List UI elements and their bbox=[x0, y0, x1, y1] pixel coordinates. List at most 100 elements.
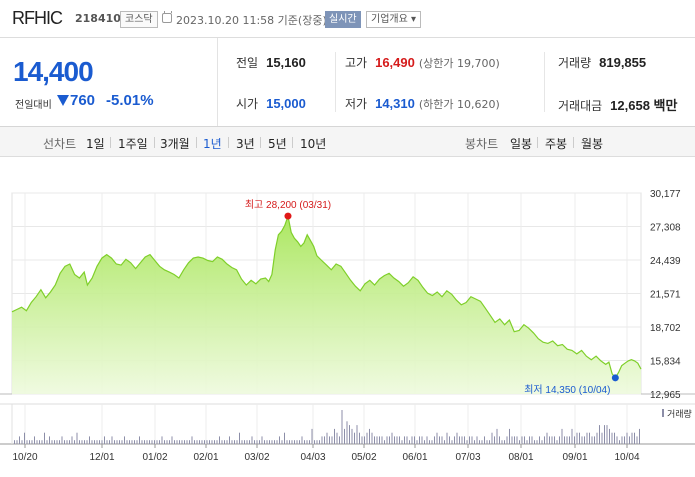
volume-bar bbox=[199, 440, 200, 444]
volume-bar bbox=[21, 440, 23, 444]
volume-bar bbox=[16, 440, 18, 444]
candle-weekly[interactable]: 주봉 bbox=[545, 137, 568, 151]
change-amount: 760 bbox=[70, 92, 96, 109]
volume-bar bbox=[176, 440, 178, 444]
volume-bar bbox=[156, 440, 158, 444]
volume-bar bbox=[514, 436, 515, 444]
x-tick-label: 10/04 bbox=[614, 452, 639, 463]
volume-bar bbox=[621, 436, 623, 444]
volume-bar bbox=[26, 440, 28, 444]
volume-bar bbox=[149, 440, 150, 444]
divider bbox=[196, 137, 197, 148]
prev-close-label: 전일 bbox=[236, 56, 259, 70]
open-price: 시가 15,000 bbox=[236, 95, 306, 112]
volume-bar bbox=[61, 436, 63, 444]
volume-bar bbox=[524, 436, 525, 444]
volume-bar bbox=[289, 440, 290, 444]
volume-bar bbox=[616, 436, 618, 444]
volume-bar bbox=[516, 436, 518, 444]
volume-bar bbox=[104, 436, 105, 444]
volume-bar bbox=[439, 436, 440, 444]
volume-bar bbox=[599, 425, 600, 444]
volume-bar bbox=[301, 436, 303, 444]
volume-bar bbox=[31, 440, 33, 444]
volume-bar bbox=[564, 436, 565, 444]
company-info-dropdown[interactable]: 기업개요 ▾ bbox=[366, 11, 421, 28]
x-tick-label: 03/02 bbox=[244, 452, 269, 463]
period-1w[interactable]: 1주일 bbox=[118, 137, 148, 151]
volume-bar bbox=[146, 440, 148, 444]
volume-bar bbox=[339, 436, 340, 444]
volume-bar bbox=[626, 432, 628, 444]
volume-bar bbox=[589, 432, 590, 444]
volume-bar bbox=[464, 436, 465, 444]
volume-bar bbox=[331, 436, 333, 444]
volume-bar bbox=[64, 440, 65, 444]
volume-bar bbox=[229, 436, 230, 444]
low-annotation: 최저 14,350 (10/04) bbox=[524, 384, 610, 396]
volume-bar bbox=[96, 440, 98, 444]
volume-bar bbox=[54, 440, 55, 444]
volume-bar bbox=[371, 432, 373, 444]
prev-close: 전일 15,160 bbox=[236, 54, 306, 71]
volume-bar bbox=[276, 440, 278, 444]
volume-bar bbox=[466, 440, 468, 444]
volume-bar bbox=[556, 440, 558, 444]
volume-bar bbox=[219, 436, 220, 444]
divider bbox=[292, 137, 293, 148]
volume-bar bbox=[36, 440, 38, 444]
chart-period-toolbar: 선차트 1일 1주일 3개월 1년 3년 5년 10년 봉차트 일봉 주봉 월봉 bbox=[0, 127, 695, 157]
volume-bar bbox=[421, 436, 423, 444]
volume-bar bbox=[364, 436, 365, 444]
candle-daily[interactable]: 일봉 bbox=[510, 137, 533, 151]
volume-bar bbox=[324, 436, 325, 444]
volume-bar bbox=[501, 440, 503, 444]
realtime-badge[interactable]: 실시간 bbox=[325, 11, 361, 28]
volume-bar bbox=[261, 436, 263, 444]
volume-bar bbox=[346, 421, 348, 444]
period-10y[interactable]: 10년 bbox=[300, 137, 327, 151]
divider bbox=[228, 137, 229, 148]
volume-bar bbox=[469, 436, 470, 444]
divider bbox=[573, 137, 574, 148]
volume-bar bbox=[476, 436, 478, 444]
low-price: 저가 14,310 (하한가 10,620) bbox=[345, 95, 500, 112]
volume-bar bbox=[216, 440, 218, 444]
volume-bar bbox=[611, 432, 613, 444]
period-1d[interactable]: 1일 bbox=[86, 137, 105, 151]
volume-bar bbox=[344, 428, 345, 444]
volume-bar bbox=[209, 440, 210, 444]
volume-bar bbox=[604, 425, 605, 444]
volume-bar bbox=[319, 440, 320, 444]
volume-bar bbox=[204, 440, 205, 444]
change-label: 전일대비 bbox=[15, 100, 52, 111]
volume-bar bbox=[351, 428, 353, 444]
candle-monthly[interactable]: 월봉 bbox=[581, 137, 604, 151]
volume-bar bbox=[341, 410, 343, 444]
volume-bar bbox=[474, 440, 475, 444]
high-annotation: 최고 28,200 (03/31) bbox=[245, 199, 331, 211]
volume-bar bbox=[74, 440, 75, 444]
volume-bar bbox=[221, 440, 223, 444]
period-3m[interactable]: 3개월 bbox=[160, 137, 190, 151]
period-3y[interactable]: 3년 bbox=[236, 137, 255, 151]
annotations: 최고 28,200 (03/31) 최저 14,350 (10/04) 거래량 bbox=[245, 199, 692, 419]
volume-bar bbox=[71, 436, 73, 444]
volume-bar bbox=[391, 432, 393, 444]
period-1y[interactable]: 1년 bbox=[203, 137, 222, 151]
volume-bar bbox=[559, 436, 560, 444]
volume-bar bbox=[274, 440, 275, 444]
volume-bar bbox=[311, 428, 313, 444]
down-triangle-icon bbox=[57, 95, 69, 106]
period-5y[interactable]: 5년 bbox=[268, 137, 287, 151]
volume-bar bbox=[519, 440, 520, 444]
price-line bbox=[11, 213, 642, 379]
volume-bar bbox=[279, 436, 280, 444]
current-price-panel: 14,400 전일대비 760 -5.01% bbox=[0, 38, 218, 126]
price-area-fill bbox=[12, 216, 641, 394]
volume-bar bbox=[484, 436, 485, 444]
y-tick-label: 30,177 bbox=[650, 189, 681, 200]
x-tick-label: 06/01 bbox=[402, 452, 427, 463]
volume-bar bbox=[489, 440, 490, 444]
